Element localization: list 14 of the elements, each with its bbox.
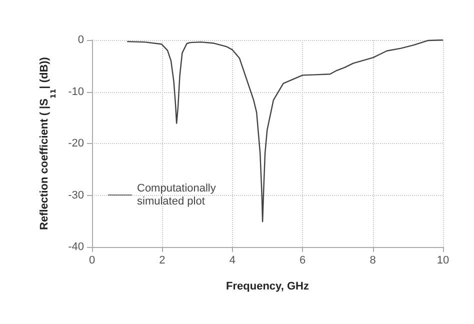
y-tick-label: 0 — [78, 34, 84, 46]
line-series — [126, 39, 444, 222]
y-tick-label: -10 — [68, 86, 84, 98]
x-tick-label: 6 — [300, 254, 306, 266]
x-tick-label: 10 — [436, 254, 450, 266]
x-tick-label: 4 — [229, 254, 236, 266]
x-tick-label: 8 — [370, 254, 376, 266]
x-tick-label: 0 — [88, 254, 96, 266]
y-tick-label: -40 — [68, 241, 84, 253]
legend-label: Computationally simulated plot — [137, 182, 219, 208]
x-tick-label: 2 — [159, 254, 166, 266]
y-tick-label: -30 — [68, 189, 84, 202]
x-axis-title: Frequency, GHz — [226, 280, 310, 292]
y-tick-label: -20 — [68, 138, 84, 150]
